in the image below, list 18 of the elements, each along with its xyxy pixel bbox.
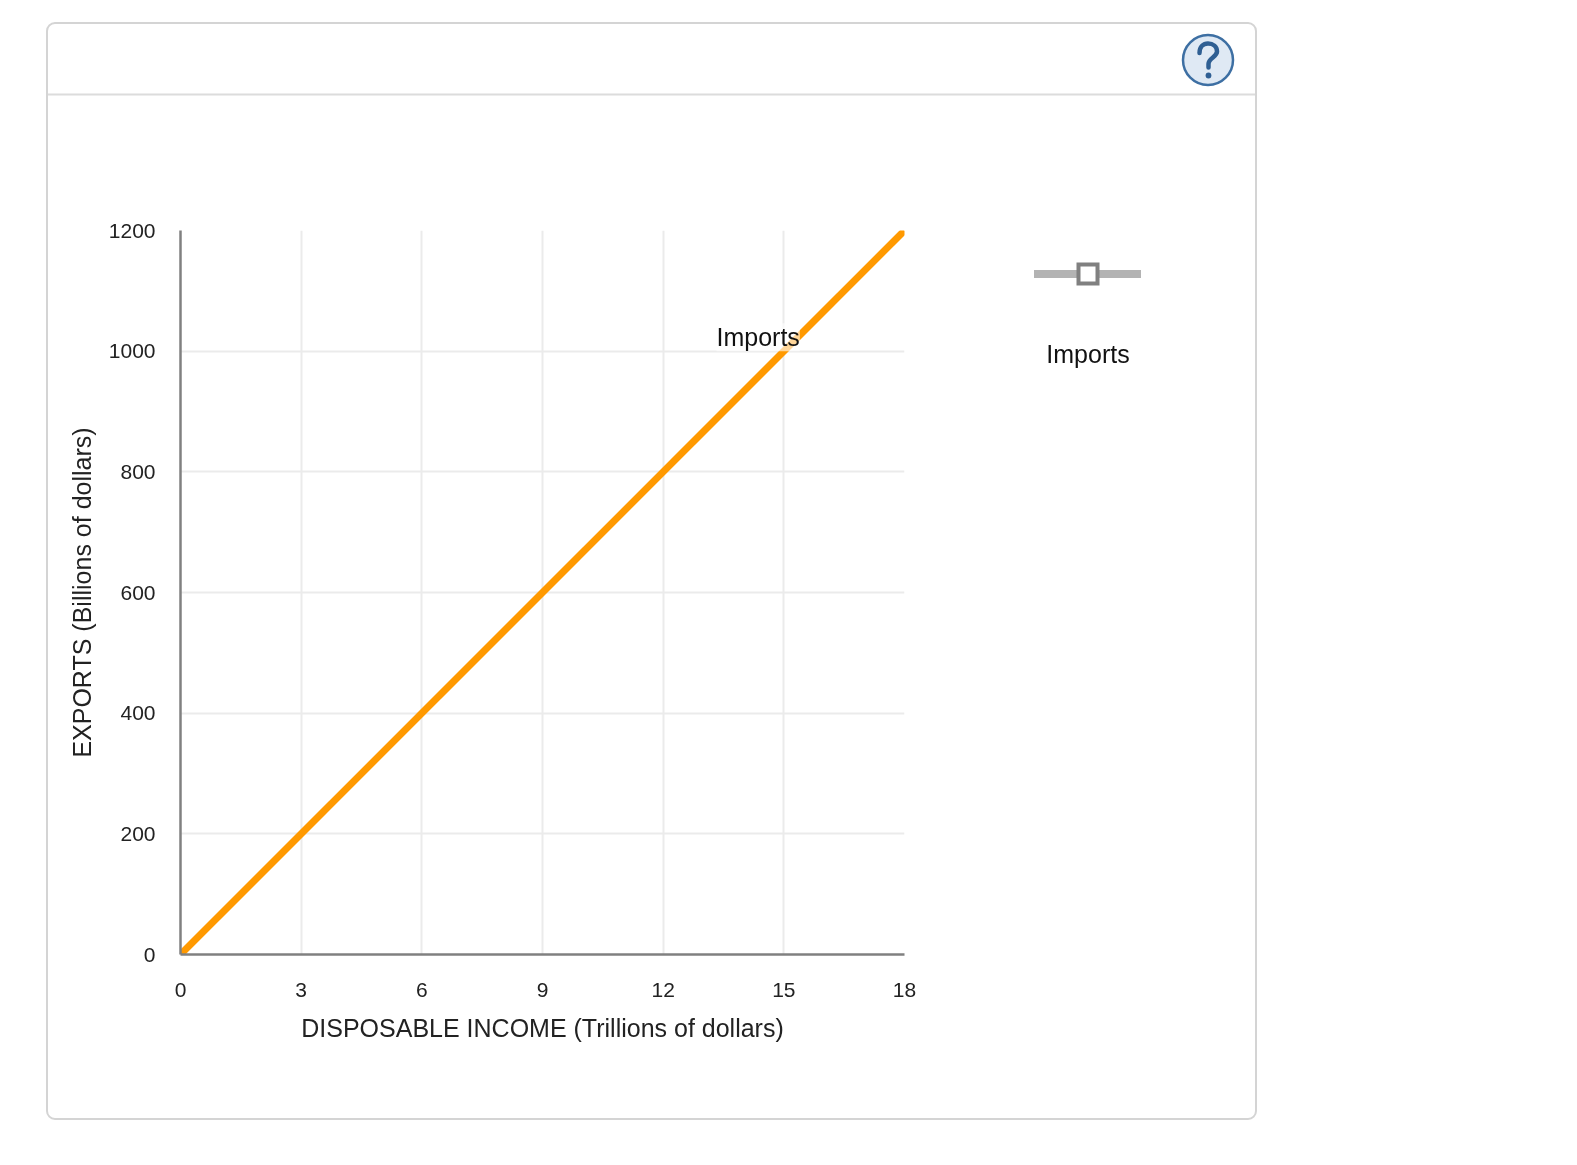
- x-tick-label: 9: [536, 977, 549, 1001]
- text: Imports: [1046, 339, 1130, 368]
- x-tick-label: 12: [651, 977, 675, 1001]
- annotation: Imports: [716, 323, 800, 352]
- y-axis-title: EXPORTS (Billions of dollars): [67, 427, 96, 758]
- x-axis-title: DISPOSABLE INCOME (Trillions of dollars): [301, 1013, 784, 1042]
- y-tick-label: 400: [120, 701, 156, 725]
- y-tick-label: 800: [120, 459, 156, 483]
- y-tick-label: 0: [143, 942, 156, 966]
- x-tick-label: 15: [772, 977, 796, 1001]
- y-tick-label: 600: [120, 580, 156, 604]
- x-tick-label: 6: [415, 977, 428, 1001]
- x-tick-label: 3: [295, 977, 308, 1001]
- y-tick-label: 200: [120, 821, 156, 845]
- x-tick-label: 0: [174, 977, 187, 1001]
- y-tick-label: 1000: [108, 339, 156, 363]
- x-tick-label: 18: [892, 977, 917, 1001]
- y-tick-label: 1200: [108, 218, 156, 242]
